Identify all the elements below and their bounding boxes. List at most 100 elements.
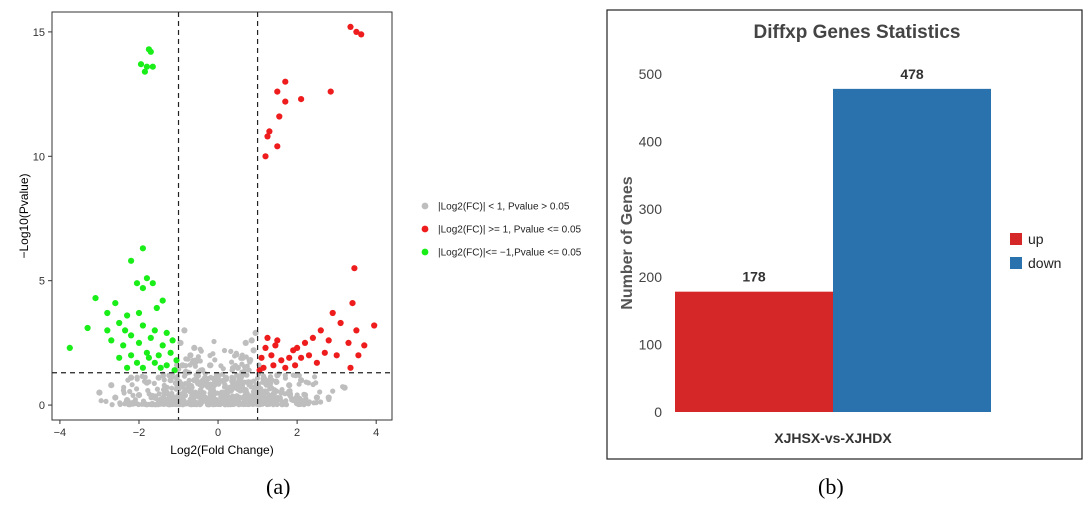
x-tick-label: −2	[133, 427, 146, 439]
data-point	[143, 349, 150, 356]
cloud-point	[216, 381, 222, 387]
cloud-point	[214, 397, 220, 403]
cloud-point	[233, 352, 239, 358]
data-point	[337, 319, 344, 327]
bar-down	[833, 88, 991, 412]
data-point	[264, 133, 271, 140]
bar-legend: up down	[1010, 231, 1061, 271]
data-point	[167, 377, 174, 384]
cloud-point	[230, 365, 236, 371]
data-point	[171, 367, 178, 374]
data-point	[112, 394, 119, 401]
series-1	[256, 23, 378, 374]
cloud-point	[182, 400, 188, 406]
cloud-point	[313, 400, 319, 406]
data-point	[108, 337, 115, 344]
data-point	[133, 359, 141, 366]
data-point	[222, 374, 230, 381]
y-tick-label: 10	[33, 151, 45, 163]
cloud-point	[194, 372, 200, 378]
cloud-point	[268, 380, 274, 386]
cloud-point	[177, 378, 183, 384]
cloud-point	[192, 358, 198, 364]
data-point	[242, 339, 249, 346]
data-point	[207, 394, 214, 401]
cloud-point	[204, 402, 211, 408]
cloud-point	[235, 400, 241, 406]
data-point	[355, 352, 362, 359]
cloud-point	[183, 368, 189, 374]
data-point	[272, 342, 279, 349]
data-point	[313, 394, 320, 401]
cloud-point	[303, 379, 309, 385]
data-point	[218, 389, 226, 396]
cloud-point	[294, 392, 300, 398]
data-point	[104, 309, 111, 317]
volcano-legend: |Log2(FC)| < 1, Pvalue > 0.05 |Log2(FC)| …	[421, 202, 582, 259]
cloud-point	[130, 392, 136, 398]
cloud-point	[229, 359, 235, 365]
y-tick-label: 0	[39, 400, 45, 412]
cloud-point	[216, 401, 222, 407]
data-point	[159, 342, 166, 349]
bar-category-label: XJHSX-vs-XJHDX	[774, 430, 892, 446]
data-point	[325, 394, 332, 401]
cloud-point	[139, 373, 145, 379]
data-point	[128, 332, 135, 339]
y-tick-label: 5	[39, 276, 45, 288]
data-point	[298, 354, 305, 361]
cloud-point	[117, 400, 123, 406]
data-point	[211, 382, 218, 389]
data-point	[282, 364, 289, 371]
data-point	[207, 362, 214, 369]
cloud-point	[330, 388, 336, 394]
data-point	[120, 342, 127, 349]
data-point	[191, 377, 198, 384]
data-point	[151, 394, 158, 401]
data-point	[128, 352, 135, 359]
data-point	[262, 153, 269, 160]
data-point	[84, 324, 91, 332]
cloud-point	[273, 378, 279, 384]
cloud-point	[192, 400, 198, 406]
data-point	[238, 372, 245, 379]
data-point	[139, 285, 146, 292]
cloud-point	[286, 391, 292, 397]
cloud-point	[234, 393, 240, 399]
data-point	[153, 304, 160, 312]
data-point	[298, 96, 305, 103]
data-point	[230, 397, 237, 404]
cloud-point	[129, 382, 135, 388]
legend-key	[421, 225, 429, 233]
cloud-point	[274, 401, 280, 408]
cloud-point	[201, 375, 208, 381]
data-point	[124, 364, 131, 371]
cloud-point	[317, 389, 323, 395]
data-point	[347, 364, 354, 371]
data-point	[141, 68, 148, 75]
cloud-point	[303, 399, 309, 405]
legend-key	[421, 202, 429, 210]
data-point	[128, 374, 135, 381]
data-point	[353, 327, 360, 334]
cloud-point	[189, 384, 195, 390]
data-point	[147, 48, 154, 55]
data-point	[149, 280, 156, 287]
cloud-point	[279, 399, 285, 405]
cloud-point	[229, 378, 235, 384]
data-point	[116, 319, 123, 327]
data-point	[112, 300, 119, 307]
data-point	[122, 327, 129, 334]
data-point	[155, 352, 162, 359]
cloud-point	[169, 385, 175, 391]
legend-label: up	[1028, 231, 1044, 247]
data-point	[155, 374, 162, 381]
data-point	[234, 364, 241, 371]
cloud-point	[243, 394, 249, 400]
cloud-point	[246, 367, 252, 373]
cloud-point	[245, 401, 251, 408]
cloud-point	[186, 377, 192, 383]
bar-y-axis-title: Number of Genes	[619, 176, 636, 309]
cloud-point	[170, 398, 176, 404]
x-tick-label: 4	[373, 427, 379, 439]
